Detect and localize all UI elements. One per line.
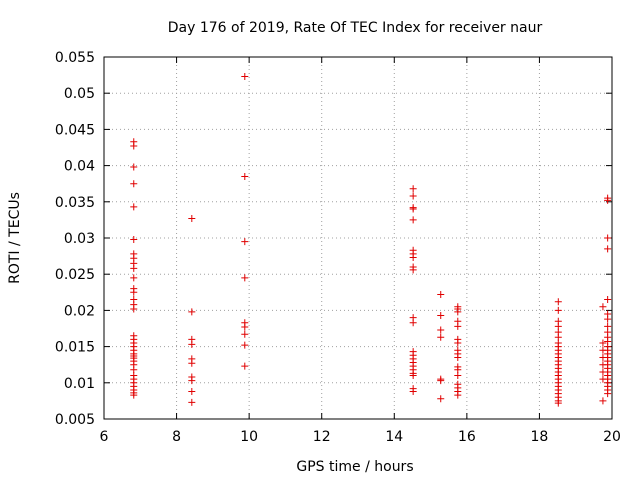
data-point xyxy=(188,387,196,395)
data-point xyxy=(437,395,445,403)
y-tick-label: 0.025 xyxy=(55,267,95,283)
data-point xyxy=(554,298,562,306)
data-point xyxy=(241,330,249,338)
data-point xyxy=(188,214,196,222)
data-point xyxy=(604,315,612,323)
data-point xyxy=(130,203,138,211)
data-point xyxy=(454,339,462,347)
data-point xyxy=(130,391,138,399)
data-point xyxy=(409,254,417,262)
data-point xyxy=(437,290,445,298)
data-point xyxy=(188,340,196,348)
data-point xyxy=(454,391,462,399)
data-point xyxy=(554,306,562,314)
y-tick-label: 0.015 xyxy=(55,340,95,356)
x-tick-label: 14 xyxy=(385,429,403,445)
data-point xyxy=(130,235,138,243)
data-point xyxy=(130,180,138,188)
y-tick-label: 0.01 xyxy=(64,376,95,392)
data-point xyxy=(604,196,612,204)
data-point xyxy=(241,323,249,331)
y-tick-label: 0.035 xyxy=(55,195,95,211)
data-point xyxy=(241,238,249,246)
data-point xyxy=(130,142,138,150)
data-point xyxy=(437,326,445,334)
gridlines xyxy=(104,57,612,419)
y-tick-label: 0.03 xyxy=(64,231,95,247)
data-point xyxy=(130,305,138,313)
y-tick-label: 0.02 xyxy=(64,303,95,319)
data-point xyxy=(241,362,249,370)
data-point xyxy=(454,353,462,361)
data-point xyxy=(437,311,445,319)
data-point xyxy=(130,274,138,282)
data-point xyxy=(454,372,462,380)
data-point xyxy=(188,377,196,385)
data-point xyxy=(599,339,607,347)
data-point xyxy=(241,341,249,349)
y-tick-label: 0.055 xyxy=(55,50,95,66)
data-points xyxy=(130,73,612,407)
x-tick-label: 16 xyxy=(458,429,476,445)
data-point xyxy=(188,308,196,316)
data-point xyxy=(554,399,562,407)
data-point xyxy=(241,172,249,180)
y-tick-label: 0.005 xyxy=(55,412,95,428)
x-tick-label: 10 xyxy=(240,429,258,445)
x-axis-tick-labels: 6 8 10 12 14 16 18 20 xyxy=(100,429,621,445)
data-point xyxy=(241,274,249,282)
data-point xyxy=(409,216,417,224)
data-point xyxy=(130,163,138,171)
x-axis-title: GPS time / hours xyxy=(296,459,413,475)
y-axis-title: ROTI / TECUs xyxy=(7,192,23,284)
y-axis-tick-labels: 0.005 0.01 0.015 0.02 0.025 0.03 0.035 0.04 0.04… xyxy=(55,50,95,428)
chart-title: Day 176 of 2019, Rate Of TEC Index for r… xyxy=(168,20,543,36)
x-tick-label: 18 xyxy=(531,429,549,445)
data-point xyxy=(409,185,417,193)
data-point xyxy=(409,387,417,395)
data-point xyxy=(604,390,612,398)
data-point xyxy=(409,319,417,327)
data-point xyxy=(241,73,249,81)
data-point xyxy=(409,266,417,274)
y-tick-label: 0.045 xyxy=(55,122,95,138)
y-tick-label: 0.05 xyxy=(64,86,95,102)
data-point xyxy=(599,397,607,405)
data-point xyxy=(454,308,462,316)
data-point xyxy=(130,288,138,296)
data-point xyxy=(437,377,445,385)
data-point xyxy=(130,264,138,272)
y-tick-label: 0.04 xyxy=(64,159,95,175)
data-point xyxy=(409,372,417,380)
data-point xyxy=(604,245,612,253)
data-point xyxy=(454,322,462,330)
x-tick-label: 20 xyxy=(603,429,621,445)
data-point xyxy=(409,205,417,213)
data-point xyxy=(437,333,445,341)
x-tick-label: 6 xyxy=(100,429,109,445)
data-point xyxy=(188,398,196,406)
data-point xyxy=(599,303,607,311)
x-tick-label: 12 xyxy=(313,429,331,445)
data-point xyxy=(604,296,612,304)
plot-frame xyxy=(103,56,613,420)
data-point xyxy=(409,192,417,200)
data-point xyxy=(604,234,612,242)
x-tick-label: 8 xyxy=(172,429,181,445)
data-point xyxy=(188,359,196,367)
